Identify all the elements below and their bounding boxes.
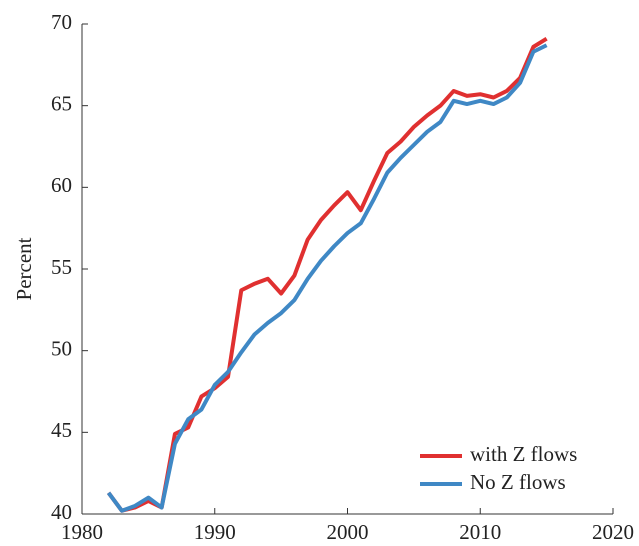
y-tick-label: 60 — [51, 173, 72, 197]
y-tick-label: 65 — [51, 91, 72, 115]
y-tick-label: 45 — [51, 418, 72, 442]
legend-label: No Z flows — [470, 470, 566, 494]
y-tick-label: 55 — [51, 255, 72, 279]
x-tick-label: 1980 — [61, 520, 103, 544]
x-tick-label: 2010 — [459, 520, 501, 544]
y-tick-label: 50 — [51, 336, 72, 360]
x-tick-label: 2000 — [327, 520, 369, 544]
x-tick-label: 2020 — [592, 520, 634, 544]
x-tick-label: 1990 — [194, 520, 236, 544]
series-line — [106, 36, 548, 513]
legend-label: with Z flows — [470, 442, 577, 466]
y-axis-label: Percent — [12, 237, 36, 300]
y-tick-label: 40 — [51, 500, 72, 524]
series-line — [106, 43, 548, 513]
y-tick-label: 70 — [51, 10, 72, 34]
